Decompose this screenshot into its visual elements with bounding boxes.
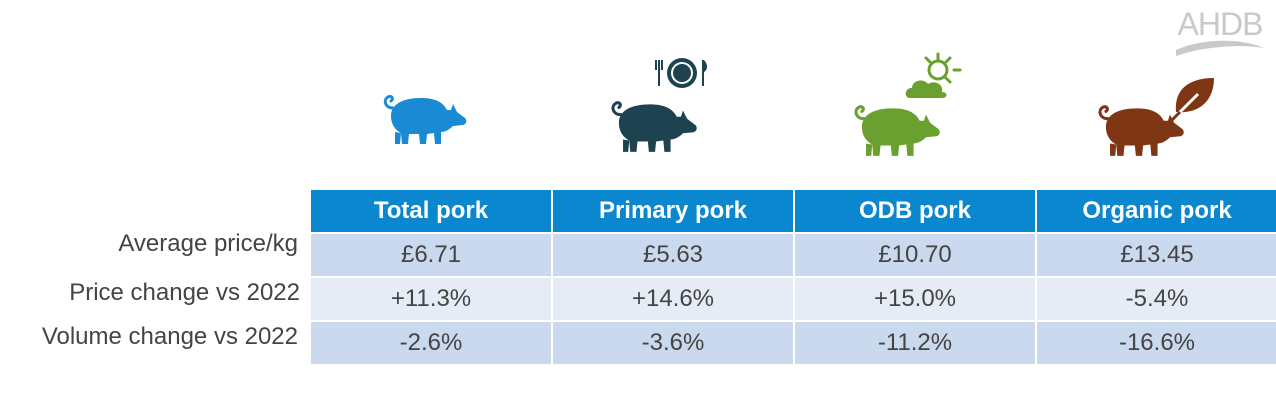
table-row: £6.71 £5.63 £10.70 £13.45 xyxy=(311,232,1276,276)
logo-text: AHDB xyxy=(1177,6,1264,42)
table-cell: -16.6% xyxy=(1118,329,1196,356)
plate-cutlery-icon xyxy=(655,58,707,88)
table-cell: +15.0% xyxy=(795,278,1037,320)
table-cell: -11.2% xyxy=(795,322,1037,364)
row-label-price-change: Price change vs 2022 xyxy=(69,279,300,306)
sun-cloud-icon xyxy=(905,52,962,98)
table-header: Total pork Primary pork ODB pork Organic… xyxy=(311,190,1276,232)
pig-icon-total xyxy=(378,88,470,148)
row-label-average-price: Average price/kg xyxy=(118,230,298,257)
table-row: +11.3% +14.6% +15.0% -5.4% xyxy=(311,276,1276,320)
table-cell: £10.70 xyxy=(795,234,1037,276)
table-cell: £6.71 xyxy=(311,234,553,276)
pig-icon-odb xyxy=(848,98,944,160)
logo-swoosh-icon xyxy=(1176,40,1264,56)
pig-icon-primary xyxy=(605,94,701,156)
column-header-organic: Organic pork xyxy=(1082,197,1232,224)
table-cell: £13.45 xyxy=(1120,241,1194,268)
table-cell: +11.3% xyxy=(311,278,553,320)
table-cell: +14.6% xyxy=(553,278,795,320)
table-cell: £5.63 xyxy=(553,234,795,276)
column-header-odb: ODB pork xyxy=(795,190,1037,232)
pig-icon-organic xyxy=(1092,98,1188,160)
column-header-total: Total pork xyxy=(311,190,553,232)
table-cell: -3.6% xyxy=(553,322,795,364)
pork-comparison-table: Total pork Primary pork ODB pork Organic… xyxy=(311,190,1276,364)
table-row: -2.6% -3.6% -11.2% -16.6% xyxy=(311,320,1276,364)
column-header-primary: Primary pork xyxy=(553,190,795,232)
row-label-volume-change: Volume change vs 2022 xyxy=(41,323,298,350)
table-cell: -5.4% xyxy=(1125,285,1189,312)
table-cell: -2.6% xyxy=(311,322,553,364)
ahdb-logo: AHDB xyxy=(1172,6,1272,56)
